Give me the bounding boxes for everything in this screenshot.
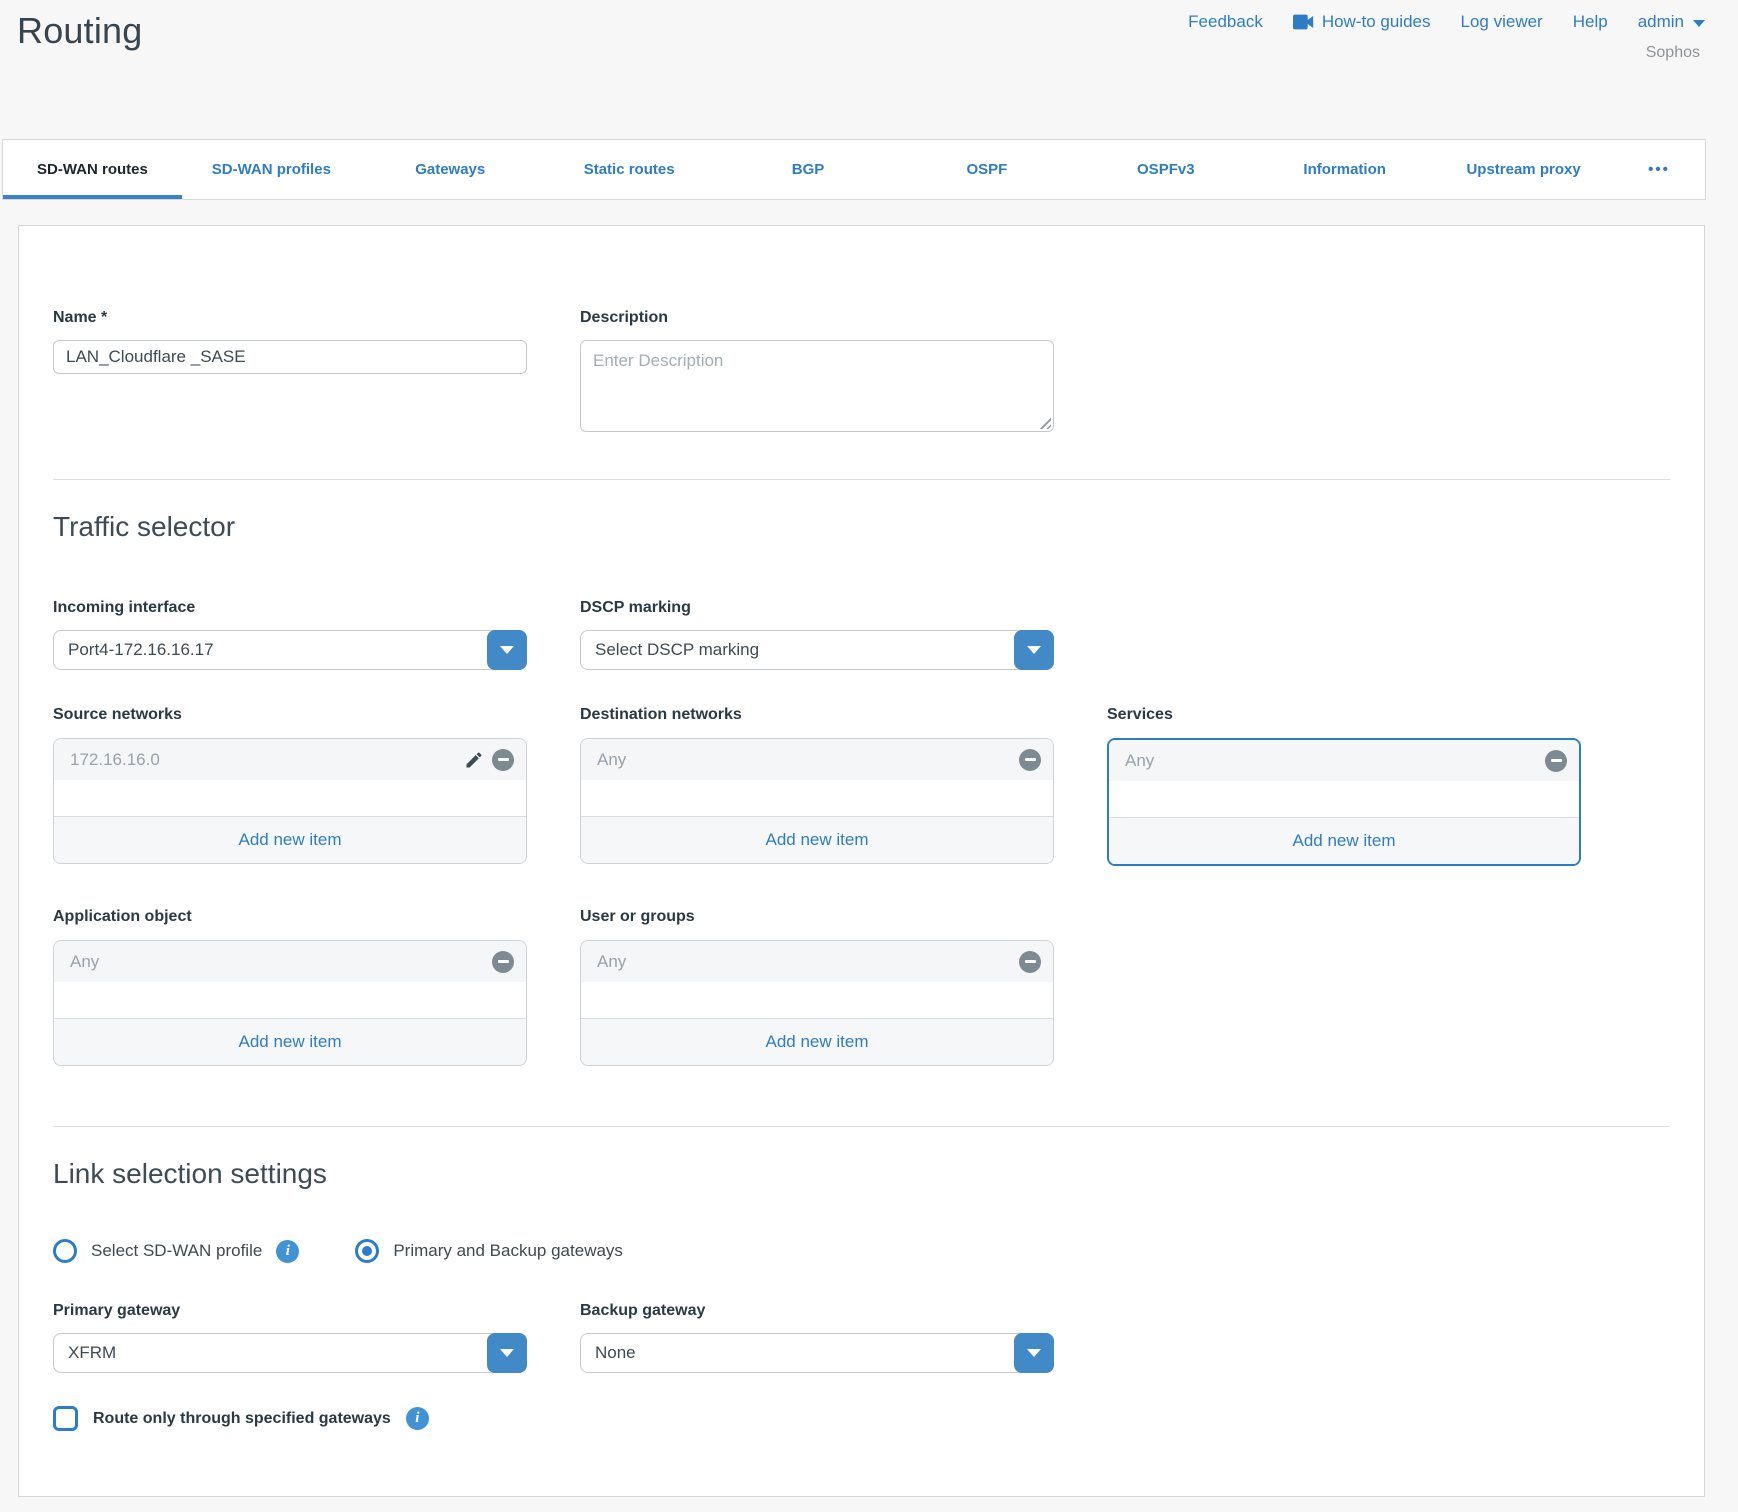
dropdown-button[interactable] <box>1014 630 1054 670</box>
radio-icon[interactable] <box>53 1239 77 1263</box>
remove-item-icon[interactable] <box>1545 749 1567 772</box>
route-only-row: Route only through specified gateways i <box>53 1406 1670 1431</box>
remove-item-icon[interactable] <box>492 748 514 771</box>
application-object-picker: Any Add new item <box>53 940 527 1066</box>
info-icon[interactable]: i <box>276 1239 300 1263</box>
tab-static-routes[interactable]: Static routes <box>583 161 675 178</box>
destination-networks-label: Destination networks <box>580 706 742 723</box>
user-groups-label: User or groups <box>580 908 695 925</box>
brand-label: Sophos <box>1645 44 1700 61</box>
tab-ospf[interactable]: OSPF <box>966 161 1008 178</box>
info-icon[interactable]: i <box>405 1407 429 1430</box>
caret-down-icon <box>500 646 514 654</box>
radio-icon[interactable] <box>355 1239 380 1263</box>
description-label: Description <box>580 309 669 326</box>
tab-ospfv3[interactable]: OSPFv3 <box>1137 161 1195 178</box>
remove-item-icon[interactable] <box>1019 748 1041 771</box>
tab-sdwan-profiles[interactable]: SD-WAN profiles <box>211 161 331 178</box>
tab-upstream-proxy[interactable]: Upstream proxy <box>1466 161 1581 178</box>
interface-dscp-row: Incoming interface Port4-172.16.16.17 DS… <box>53 598 1670 670</box>
add-new-item-button[interactable]: Add new item <box>54 816 526 863</box>
remove-item-icon[interactable] <box>1019 950 1041 973</box>
feedback-link[interactable]: Feedback <box>1188 12 1263 31</box>
primary-gateway-label: Primary gateway <box>53 1302 181 1319</box>
remove-item-icon[interactable] <box>492 950 514 973</box>
header-links: Feedback How-to guides Log viewer Help a… <box>1188 12 1705 32</box>
services-label: Services <box>1107 706 1173 723</box>
tab-sdwan-routes[interactable]: SD-WAN routes <box>3 140 182 199</box>
primary-gateway-select[interactable]: XFRM <box>53 1333 527 1373</box>
name-input[interactable] <box>53 340 527 374</box>
dscp-marking-label: DSCP marking <box>580 599 691 616</box>
gateways-row: Primary gateway XFRM Backup gateway None <box>53 1263 1670 1373</box>
incoming-interface-label: Incoming interface <box>53 599 196 616</box>
list-item: Any <box>581 941 1053 982</box>
name-label: Name * <box>53 309 108 326</box>
tab-information[interactable]: Information <box>1303 161 1386 178</box>
traffic-selector-heading: Traffic selector <box>53 511 236 542</box>
caret-down-icon <box>500 1349 514 1357</box>
destination-networks-picker: Any Add new item <box>580 738 1054 864</box>
list-item: Any <box>54 941 526 982</box>
gateway-mode-radios: Select SD-WAN profile i Primary and Back… <box>53 1239 1670 1263</box>
dropdown-button[interactable] <box>487 1333 527 1373</box>
list-item: Any <box>581 739 1053 780</box>
page-title: Routing <box>17 10 143 51</box>
source-networks-label: Source networks <box>53 706 182 723</box>
add-new-item-button[interactable]: Add new item <box>581 1018 1053 1065</box>
list-item: 172.16.16.0 <box>54 739 526 780</box>
radio-primary-backup-gateways[interactable]: Primary and Backup gateways <box>355 1239 623 1263</box>
backup-gateway-select[interactable]: None <box>580 1333 1054 1373</box>
caret-down-icon <box>1027 646 1041 654</box>
admin-menu[interactable]: admin <box>1638 12 1705 32</box>
add-new-item-button[interactable]: Add new item <box>581 816 1053 863</box>
page-header: Routing Feedback How-to guides Log viewe… <box>0 0 1738 139</box>
backup-gateway-label: Backup gateway <box>580 1302 706 1319</box>
howto-guides-link[interactable]: How-to guides <box>1292 12 1431 32</box>
link-selection-heading: Link selection settings <box>53 1158 327 1189</box>
chevron-down-icon <box>1693 19 1705 27</box>
user-groups-picker: Any Add new item <box>580 940 1054 1066</box>
name-description-row: Name * Description <box>53 308 1670 432</box>
section-divider <box>53 1126 1670 1127</box>
dropdown-button[interactable] <box>487 630 527 670</box>
list-item: Any <box>1109 740 1579 781</box>
section-divider <box>53 479 1670 480</box>
sdwan-route-form: Name * Description Traffic selector Inco… <box>18 225 1705 1497</box>
route-only-label: Route only through specified gateways <box>93 1409 391 1427</box>
log-viewer-link[interactable]: Log viewer <box>1460 12 1543 31</box>
source-networks-picker: 172.16.16.0 Add new item <box>53 738 527 864</box>
dropdown-button[interactable] <box>1014 1333 1054 1373</box>
incoming-interface-select[interactable]: Port4-172.16.16.17 <box>53 630 527 670</box>
networks-row: Source networks 172.16.16.0 Add new item… <box>53 670 1670 866</box>
application-users-row: Application object Any Add new item User… <box>53 866 1670 1066</box>
edit-pencil-icon[interactable] <box>464 750 484 770</box>
services-picker: Any Add new item <box>1107 738 1581 866</box>
add-new-item-button[interactable]: Add new item <box>54 1018 526 1065</box>
tab-overflow-menu[interactable]: ••• <box>1648 161 1670 178</box>
caret-down-icon <box>1027 1349 1041 1357</box>
route-only-checkbox[interactable] <box>53 1406 78 1431</box>
dscp-marking-select[interactable]: Select DSCP marking <box>580 630 1054 670</box>
video-camera-icon <box>1292 14 1313 30</box>
description-textarea[interactable] <box>580 340 1054 432</box>
tab-bgp[interactable]: BGP <box>791 161 825 178</box>
application-object-label: Application object <box>53 908 192 925</box>
help-link[interactable]: Help <box>1572 12 1608 31</box>
tab-gateways[interactable]: Gateways <box>415 161 486 178</box>
radio-select-sdwan-profile[interactable]: Select SD-WAN profile <box>53 1239 262 1263</box>
add-new-item-button[interactable]: Add new item <box>1109 817 1579 864</box>
tab-bar: SD-WAN routes SD-WAN profiles Gateways S… <box>2 139 1706 200</box>
